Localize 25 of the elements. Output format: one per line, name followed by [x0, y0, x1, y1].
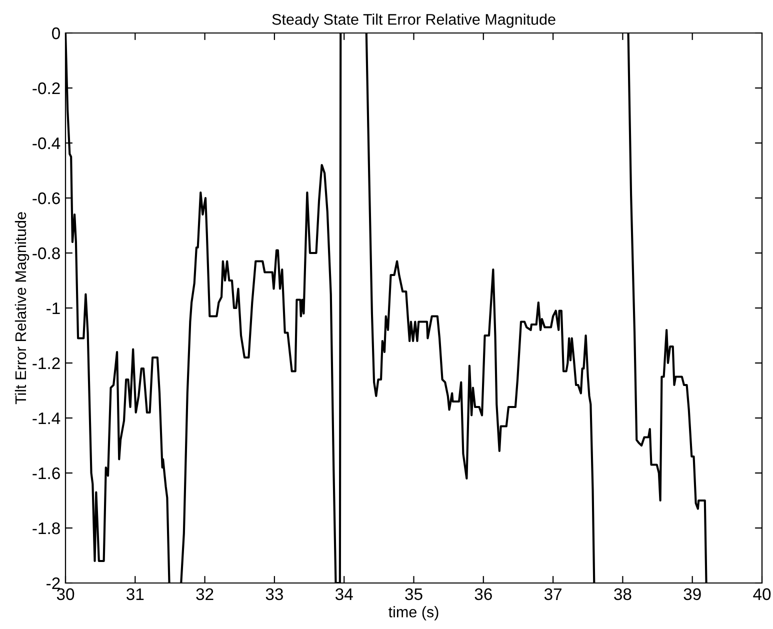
y-tick-label: 0 [52, 27, 60, 40]
x-tick-label: 31 [126, 588, 144, 600]
y-tick-label: -0.8 [32, 247, 60, 260]
x-axis-title: time (s) [388, 606, 438, 620]
x-tick-label: 38 [614, 588, 632, 600]
x-tick-label: 39 [684, 588, 701, 600]
x-tick-label: 37 [544, 588, 562, 600]
y-tick-label: -1.2 [32, 357, 60, 370]
x-tick-label: 33 [266, 588, 283, 600]
x-tick-label: 30 [56, 588, 74, 600]
y-tick-label: -0.2 [32, 82, 60, 94]
y-tick-label: -0.6 [32, 192, 60, 204]
y-tick-label: -0.4 [32, 137, 60, 150]
y-tick-label: -1.8 [32, 522, 60, 534]
y-tick-label: -1.6 [32, 467, 60, 480]
chart-title: Steady State Tilt Error Relative Magnitude [272, 14, 556, 28]
x-tick-label: 36 [474, 588, 492, 600]
y-axis-title: Tilt Error Relative Magnitude [14, 212, 30, 404]
x-tick-label: 35 [405, 588, 422, 600]
y-tick-label: -2 [46, 577, 60, 590]
x-tick-label: 32 [196, 588, 214, 600]
x-tick-label: 40 [753, 588, 771, 600]
x-tick-label: 34 [335, 588, 353, 600]
y-tick-label: -1 [46, 302, 60, 314]
y-tick-label: -1.4 [32, 412, 60, 424]
